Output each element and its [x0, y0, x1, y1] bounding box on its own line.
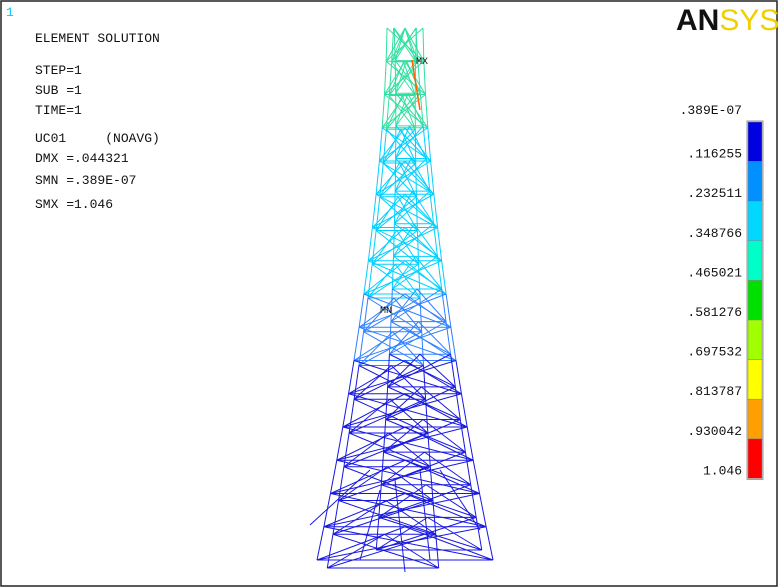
legend-label: .389E-07 — [680, 103, 742, 118]
legend-swatch — [748, 122, 762, 162]
ansys-window: 1 ANSYS MX MN ELEMENT SOLUTION STEP=1 SUB … — [0, 0, 778, 587]
info-line: SMX =1.046 — [35, 197, 113, 212]
legend-label: .348766 — [687, 226, 742, 241]
legend-label: .465021 — [687, 265, 742, 280]
info-line: STEP=1 — [35, 63, 82, 78]
legend-label: .232511 — [687, 186, 742, 201]
legend-label: .116255 — [687, 147, 742, 162]
legend-label: 1.046 — [703, 463, 742, 478]
legend-swatch — [748, 280, 762, 320]
info-line: DMX =.044321 — [35, 151, 129, 166]
legend-swatch — [748, 201, 762, 241]
logo-an: AN — [676, 4, 719, 37]
info-line: SMN =.389E-07 — [35, 173, 136, 188]
min-marker: MN — [380, 306, 392, 317]
legend-swatch — [748, 360, 762, 400]
legend-label: .697532 — [687, 345, 742, 360]
info-line: ELEMENT SOLUTION — [35, 31, 160, 46]
legend-label: .581276 — [687, 305, 742, 320]
logo: ANSYS — [676, 4, 778, 37]
legend-label: .813787 — [687, 384, 742, 399]
legend-swatch — [748, 162, 762, 202]
legend-swatch — [748, 320, 762, 360]
legend-swatch — [748, 399, 762, 439]
info-line: SUB =1 — [35, 83, 82, 98]
max-marker: MX — [416, 57, 428, 68]
legend-label: .930042 — [687, 424, 742, 439]
legend-swatch — [748, 241, 762, 281]
legend-swatch — [748, 439, 762, 479]
window-number: 1 — [6, 5, 14, 20]
info-line: UC01 (NOAVG) — [35, 131, 160, 146]
member — [416, 163, 417, 197]
info-line: TIME=1 — [35, 103, 82, 118]
logo-sys: SYS — [719, 4, 778, 37]
member — [394, 191, 395, 224]
